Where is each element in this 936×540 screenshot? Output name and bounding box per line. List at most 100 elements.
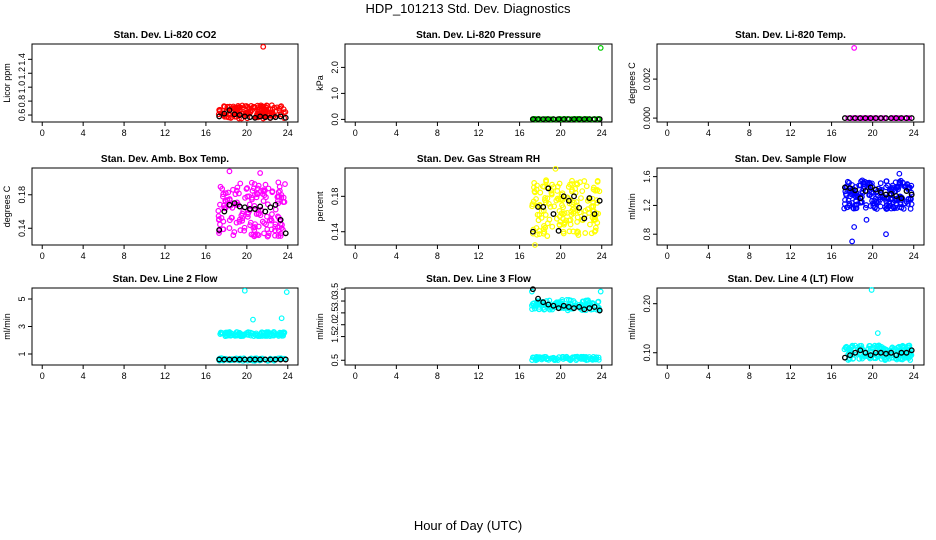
x-tick-label: 12 bbox=[160, 128, 170, 138]
data-point bbox=[233, 187, 240, 194]
data-point bbox=[856, 182, 863, 189]
hourly-point bbox=[257, 203, 264, 210]
x-tick-label: 0 bbox=[353, 251, 358, 261]
panel-title: Stan. Dev. Li-820 Pressure bbox=[416, 30, 541, 41]
data-point bbox=[236, 218, 243, 225]
x-tick-label: 8 bbox=[747, 251, 752, 261]
panel-2: Stan. Dev. Li-820 Pressure kPa 0 4 8 12 16 20 24… bbox=[315, 30, 613, 138]
panel-6: Stan. Dev. Sample Flow ml/min 0 4 8 12 16 20 24 0… bbox=[627, 154, 925, 261]
x-tick-label: 0 bbox=[353, 371, 358, 381]
outlier-point bbox=[883, 231, 889, 238]
panel-9: Stan. Dev. Line 4 (LT) Flow ml/min 0 4 8 12 16… bbox=[627, 274, 925, 381]
x-tick-label: 16 bbox=[827, 251, 837, 261]
data-point bbox=[578, 195, 584, 202]
x-tick-label: 8 bbox=[747, 128, 752, 138]
outlier-point bbox=[849, 238, 856, 245]
data-point bbox=[577, 179, 583, 186]
hourly-point bbox=[596, 197, 603, 204]
data-point bbox=[595, 299, 601, 306]
x-tick-label: 20 bbox=[556, 128, 566, 138]
data-point bbox=[862, 204, 869, 211]
hourly-point bbox=[272, 201, 279, 208]
series-minute-low bbox=[529, 353, 602, 364]
data-point bbox=[239, 332, 246, 339]
x-tick-label: 16 bbox=[201, 371, 211, 381]
data-point bbox=[247, 219, 254, 226]
hourly-point bbox=[576, 204, 583, 211]
hourly-point bbox=[277, 216, 284, 223]
hourly-point bbox=[898, 195, 905, 202]
data-point bbox=[247, 222, 254, 229]
hourly-point bbox=[847, 352, 854, 359]
x-tick-label: 0 bbox=[665, 128, 670, 138]
data-point bbox=[226, 225, 233, 231]
outlier-point bbox=[863, 216, 870, 223]
data-point bbox=[564, 209, 571, 216]
data-point bbox=[557, 116, 564, 123]
data-point bbox=[266, 217, 273, 224]
hourly-point bbox=[282, 230, 289, 237]
data-point bbox=[559, 202, 565, 209]
hourly-point bbox=[241, 204, 248, 211]
data-point bbox=[892, 355, 899, 362]
data-point bbox=[242, 103, 249, 110]
data-point bbox=[249, 196, 255, 203]
x-tick-label: 4 bbox=[81, 371, 86, 381]
data-point bbox=[546, 200, 552, 207]
data-point bbox=[226, 217, 233, 224]
data-point bbox=[229, 204, 236, 211]
data-point bbox=[589, 356, 596, 363]
y-tick-label: 5 bbox=[17, 296, 27, 301]
data-point bbox=[271, 104, 278, 111]
data-point bbox=[269, 188, 276, 195]
panel-title: Stan. Dev. Sample Flow bbox=[735, 154, 847, 165]
hourly-point bbox=[571, 305, 577, 312]
y-tick-label: 3 bbox=[17, 324, 27, 329]
panel-title: Stan. Dev. Line 3 Flow bbox=[426, 274, 531, 285]
x-tick-label: 16 bbox=[201, 128, 211, 138]
data-point bbox=[590, 186, 597, 193]
data-point bbox=[265, 185, 272, 192]
data-point bbox=[237, 227, 244, 234]
y-tick-label: 1.4 bbox=[17, 53, 27, 66]
y-tick-label: 0.20 bbox=[642, 295, 652, 313]
hourly-point bbox=[216, 113, 223, 120]
outlier-point bbox=[241, 287, 248, 294]
data-point bbox=[888, 185, 895, 192]
data-point bbox=[255, 232, 262, 239]
x-tick-label: 0 bbox=[665, 251, 670, 261]
data-point bbox=[260, 198, 267, 204]
data-point bbox=[529, 203, 535, 210]
y-axis-label: degrees C bbox=[627, 62, 637, 104]
data-point bbox=[264, 329, 271, 336]
hourly-point bbox=[847, 185, 854, 192]
data-point bbox=[536, 227, 543, 234]
hourly-point bbox=[841, 115, 848, 122]
data-point bbox=[222, 190, 229, 197]
y-tick-label: 1.5 bbox=[330, 330, 340, 343]
hourly-point bbox=[581, 215, 588, 222]
data-point bbox=[553, 197, 560, 204]
hourly-point bbox=[841, 354, 848, 361]
y-tick-label: 0.5 bbox=[330, 354, 340, 367]
hourly-point bbox=[540, 203, 547, 210]
x-tick-label: 24 bbox=[283, 251, 293, 261]
x-tick-label: 8 bbox=[122, 251, 127, 261]
data-point bbox=[867, 345, 874, 352]
y-tick-label: 2.5 bbox=[330, 307, 340, 320]
data-point bbox=[863, 202, 870, 208]
data-point bbox=[541, 223, 547, 229]
hourly-point bbox=[908, 347, 915, 354]
series-hourly bbox=[841, 115, 915, 122]
data-point bbox=[217, 221, 223, 228]
data-point bbox=[277, 111, 284, 118]
data-point bbox=[241, 224, 248, 231]
plot-frame bbox=[344, 43, 613, 123]
hourly-point bbox=[529, 228, 536, 235]
hourly-point bbox=[550, 302, 557, 309]
hourly-point bbox=[903, 349, 910, 356]
data-point bbox=[275, 233, 282, 239]
data-point bbox=[264, 233, 271, 240]
data-point bbox=[269, 211, 275, 218]
data-point bbox=[277, 233, 284, 239]
